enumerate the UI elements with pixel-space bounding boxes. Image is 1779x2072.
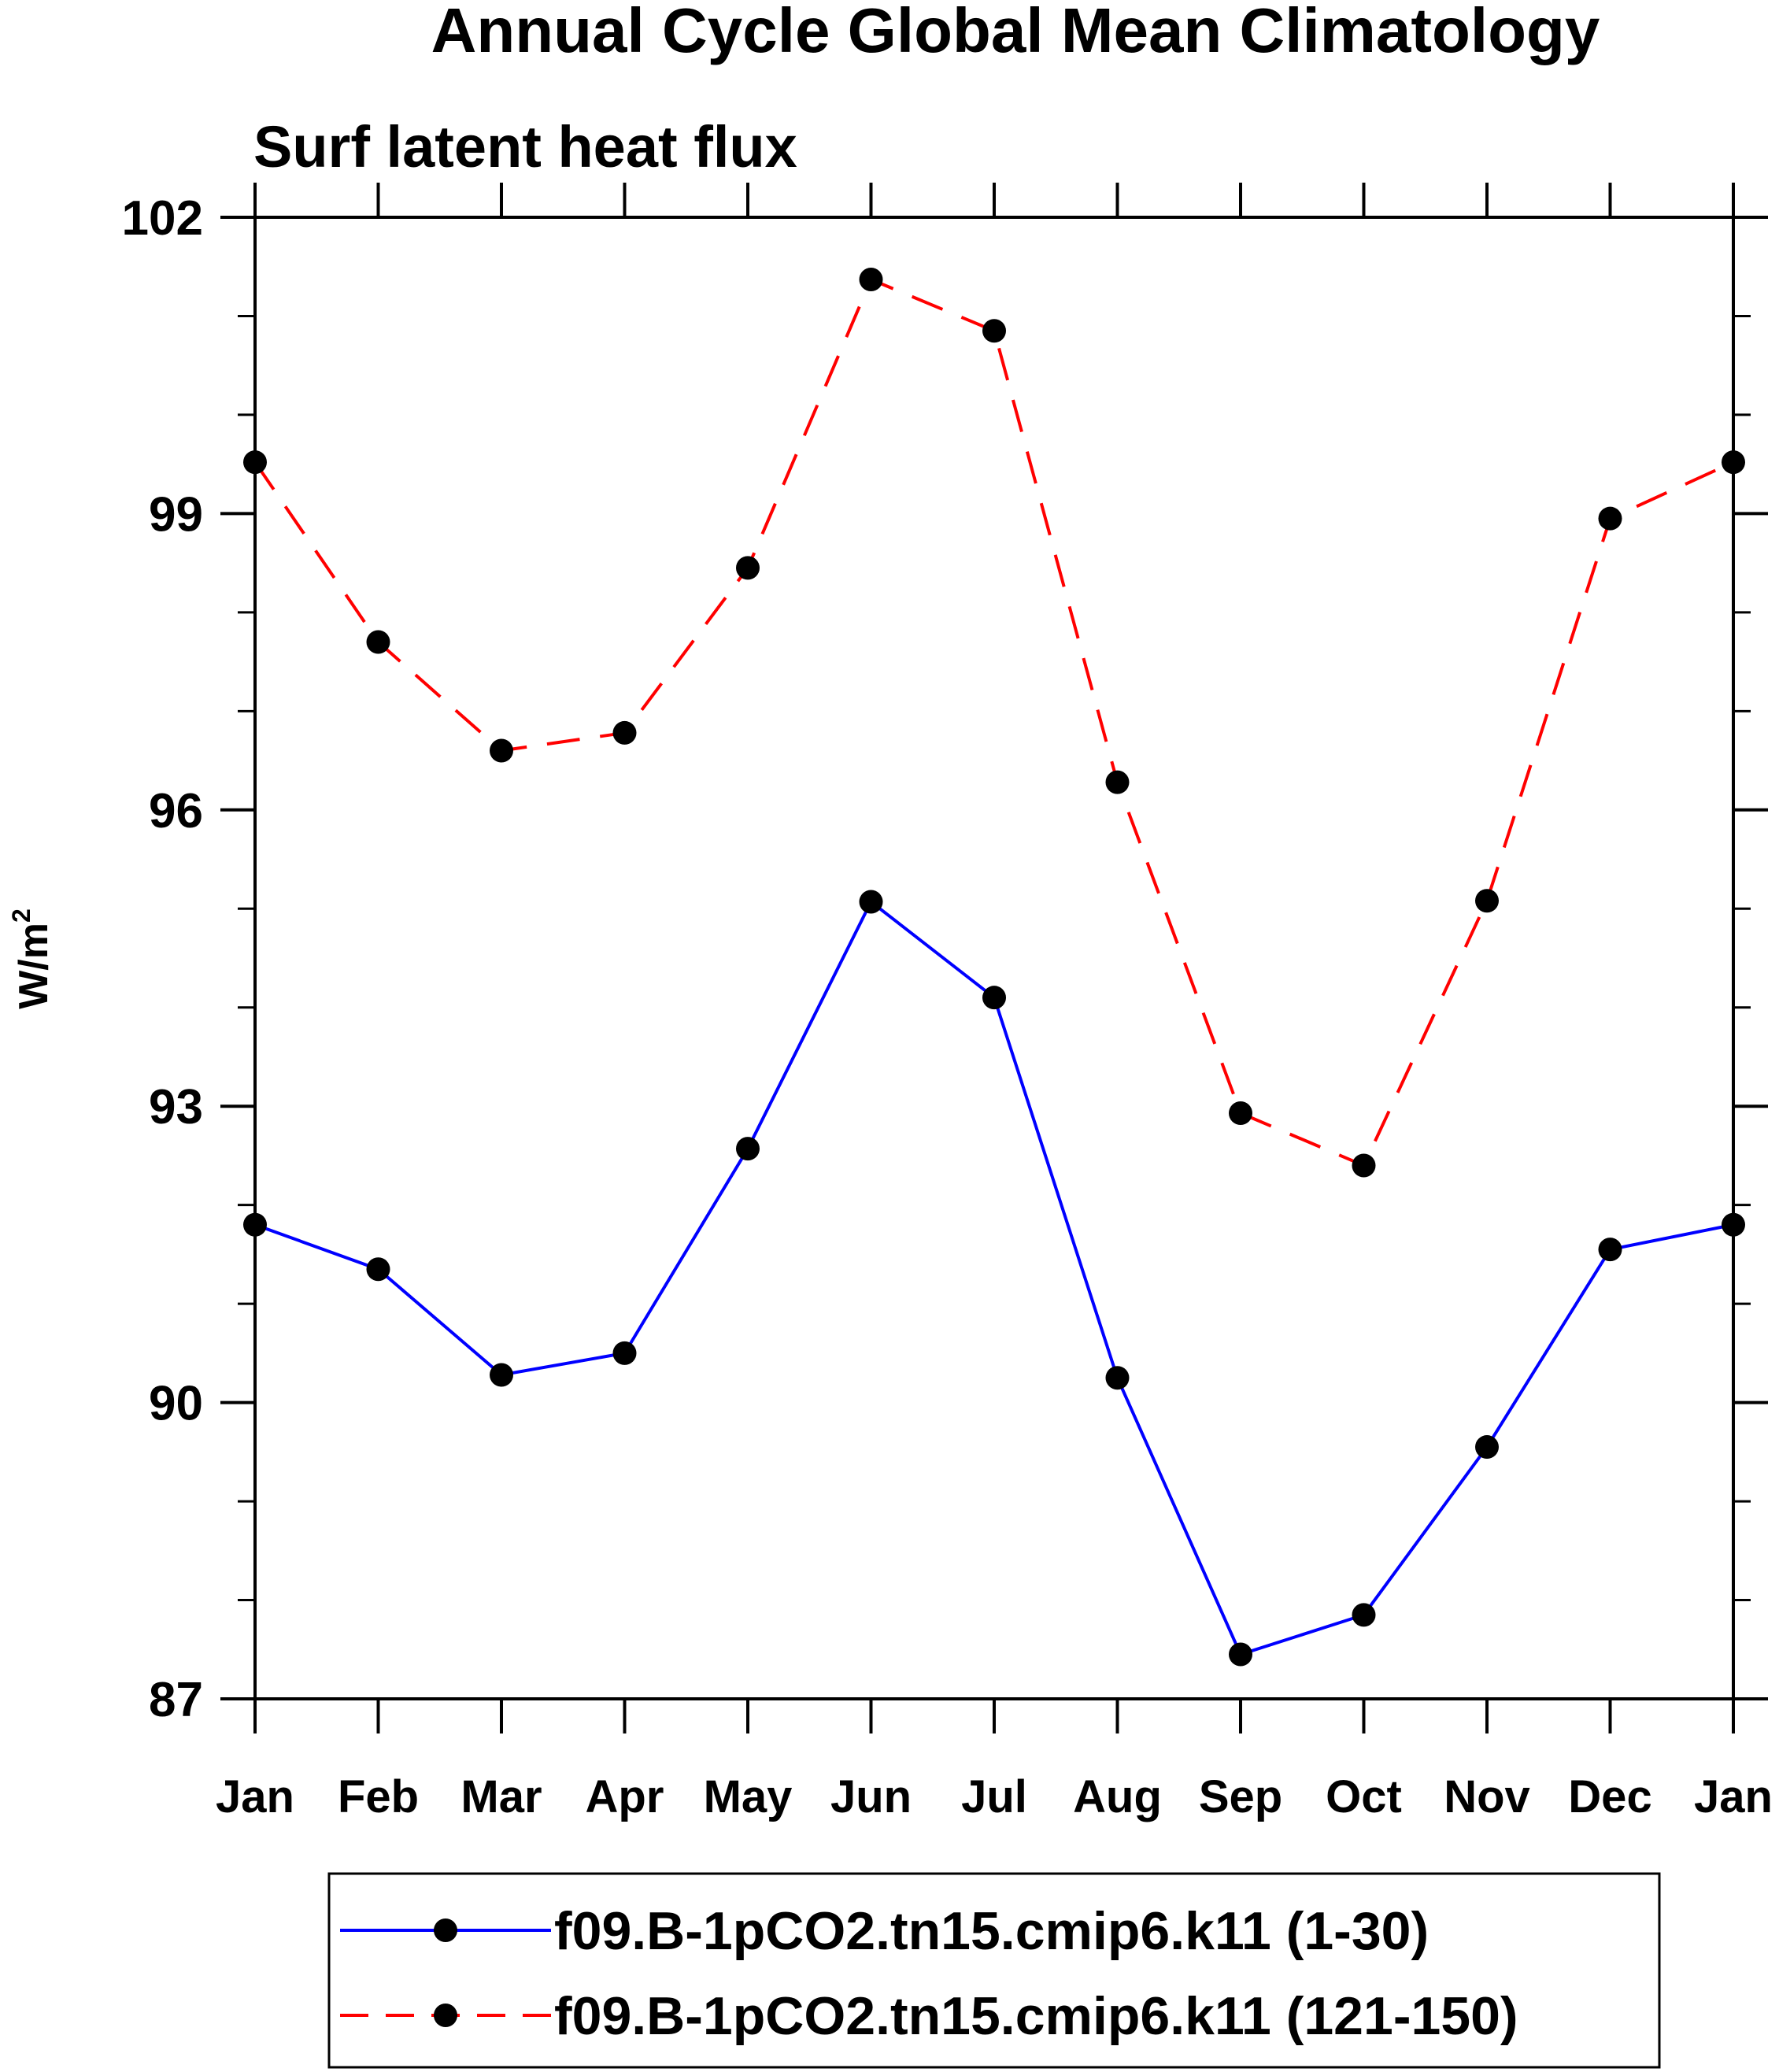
series-line xyxy=(253,277,1734,1168)
data-point xyxy=(1105,1366,1130,1390)
data-point xyxy=(736,556,760,580)
legend-box xyxy=(327,1872,1661,2069)
data-point xyxy=(1598,1238,1622,1262)
x-tick-label: Jan xyxy=(216,1771,294,1822)
data-point xyxy=(243,1212,267,1237)
data-point xyxy=(366,630,390,654)
x-tick-label: Dec xyxy=(1568,1771,1651,1822)
data-point xyxy=(1475,1435,1499,1460)
data-point xyxy=(859,268,883,292)
data-point xyxy=(1352,1153,1376,1178)
data-point xyxy=(982,319,1006,343)
y-tick-label: 87 xyxy=(149,1673,203,1727)
data-point xyxy=(982,986,1006,1010)
data-point xyxy=(243,450,267,475)
series-group xyxy=(243,268,1745,1667)
data-point xyxy=(1352,1603,1376,1627)
y-tick-label: 90 xyxy=(149,1377,203,1431)
y-axis-label: W/m2 xyxy=(7,908,57,1009)
x-tick-label: Oct xyxy=(1326,1771,1402,1822)
x-tick-label: Apr xyxy=(586,1771,664,1822)
data-point xyxy=(490,738,513,763)
x-tick-label: Feb xyxy=(338,1771,419,1822)
x-tick-label: Aug xyxy=(1073,1771,1162,1822)
data-point xyxy=(1722,1212,1745,1237)
y-tick-label: 96 xyxy=(149,784,203,838)
data-point xyxy=(366,1257,390,1282)
chart-subtitle: Surf latent heat flux xyxy=(253,114,797,179)
data-point xyxy=(1598,506,1622,531)
data-point xyxy=(1229,1101,1252,1125)
plot-frame xyxy=(253,216,1735,1700)
x-tick-label: Nov xyxy=(1444,1771,1530,1822)
x-tick-label: Jan xyxy=(1694,1771,1773,1822)
data-point xyxy=(612,1341,637,1365)
data-point xyxy=(1475,889,1499,913)
x-tick-label: Jun xyxy=(830,1771,912,1822)
legend-label: f09.B-1pCO2.tn15.cmip6.k11 (121-150) xyxy=(554,1986,1518,2046)
y-axis-title: W/m2 xyxy=(7,908,57,1009)
legend: f09.B-1pCO2.tn15.cmip6.k11 (1-30) f09.B-1… xyxy=(327,1872,1661,2069)
x-tick-label: May xyxy=(704,1771,793,1822)
y-tick-label: 102 xyxy=(122,191,203,246)
y-axis-label-text: W/m xyxy=(11,923,57,1009)
legend-label: f09.B-1pCO2.tn15.cmip6.k11 (1-30) xyxy=(554,1901,1429,1961)
data-point xyxy=(612,720,637,745)
axes: 87 90 93 96 99 102 Jan Feb Mar Apr May Jun Jul Aug Sep… xyxy=(122,183,1773,1822)
data-point xyxy=(1105,770,1130,794)
data-point xyxy=(490,1363,513,1387)
x-tick-label: Jul xyxy=(961,1771,1027,1822)
data-point xyxy=(1229,1642,1252,1667)
y-tick-label: 99 xyxy=(149,487,203,542)
legend-swatch-marker xyxy=(434,2004,457,2027)
x-tick-label: Mar xyxy=(460,1771,542,1822)
chart-title: Annual Cycle Global Mean Climatology xyxy=(431,0,1600,65)
data-point xyxy=(736,1137,760,1161)
y-axis-label-superscript: 2 xyxy=(7,908,35,923)
data-point xyxy=(1722,450,1745,475)
y-tick-label: 93 xyxy=(149,1080,203,1134)
legend-swatch-marker xyxy=(434,1918,457,1942)
series-line xyxy=(254,899,1734,1656)
data-point xyxy=(859,890,883,914)
x-tick-label: Sep xyxy=(1199,1771,1282,1822)
